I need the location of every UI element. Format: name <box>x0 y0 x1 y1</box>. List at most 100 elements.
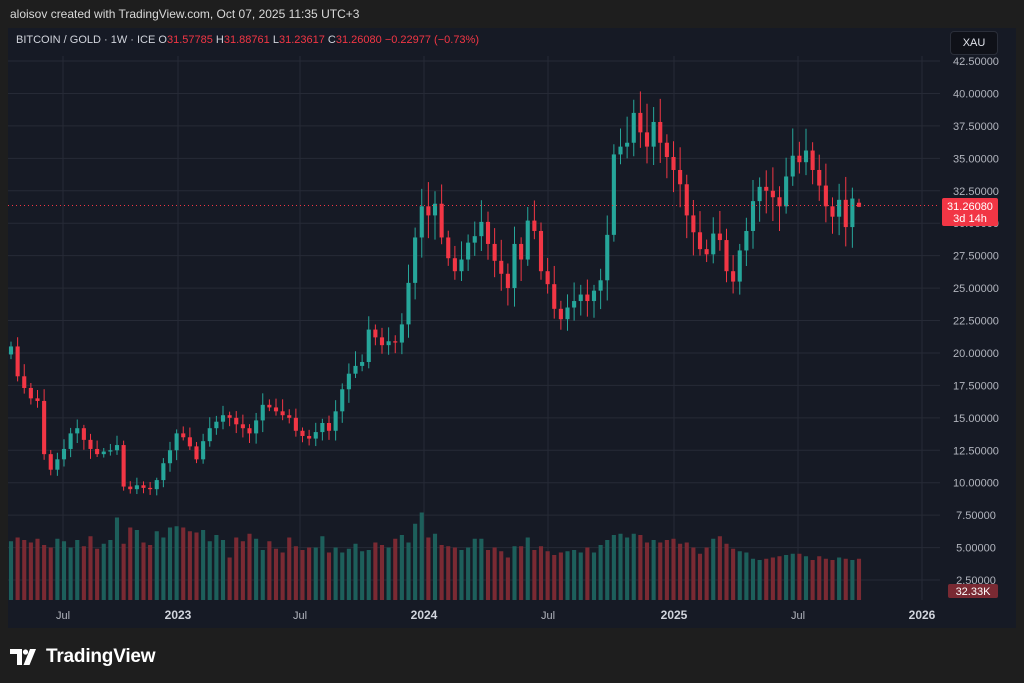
candle <box>598 268 603 310</box>
candle <box>572 282 577 321</box>
price-tick-label: 40.00000 <box>953 88 999 100</box>
candle-body <box>552 284 557 309</box>
volume-bar <box>697 553 703 600</box>
candles <box>8 91 862 496</box>
price-tick-label: 10.00000 <box>953 478 999 490</box>
candle <box>757 177 762 222</box>
candle-body <box>247 428 252 434</box>
volume-bar <box>15 537 20 600</box>
candle-body <box>770 190 775 198</box>
candle <box>823 163 828 223</box>
candle <box>737 243 742 295</box>
candle <box>830 197 835 234</box>
volume-bar <box>625 537 630 600</box>
time-tick-label: 2024 <box>411 608 438 622</box>
candle-body <box>379 337 385 346</box>
candle-body <box>803 150 809 163</box>
candle-body <box>472 236 477 243</box>
volume-bar <box>61 541 67 600</box>
time-tick-label: Jul <box>791 610 805 622</box>
volume-bar <box>406 542 411 600</box>
volume-bar <box>658 542 663 600</box>
candle <box>167 441 173 472</box>
volume-bar <box>512 546 517 600</box>
candle-body <box>452 258 457 272</box>
candle <box>22 364 27 394</box>
volume-bar <box>293 546 298 600</box>
volume-bar <box>101 543 106 600</box>
candle-body <box>850 198 855 228</box>
candle-body <box>81 428 86 440</box>
candle <box>254 412 259 444</box>
candle-body <box>731 271 736 282</box>
candle-body <box>479 221 484 237</box>
volume-bar <box>611 535 616 600</box>
candle <box>35 390 40 408</box>
candle-body <box>704 249 709 255</box>
price-tick-label: 20.00000 <box>953 348 999 360</box>
candle-body <box>207 428 212 442</box>
candle <box>174 429 179 461</box>
volume-bar <box>479 538 484 600</box>
candle-body <box>750 201 756 231</box>
volume-bar <box>247 533 252 600</box>
volume-bar <box>558 552 563 600</box>
candle <box>525 207 530 266</box>
candle-body <box>287 415 292 418</box>
volume-bar <box>214 535 219 600</box>
candle <box>843 176 848 247</box>
volume-bar <box>492 547 497 600</box>
candle <box>691 199 696 256</box>
candle <box>75 419 80 444</box>
candle <box>810 142 815 185</box>
volume-bar <box>399 535 404 600</box>
candle <box>161 458 166 488</box>
time-tick-label: 2025 <box>661 608 688 622</box>
open-label: O <box>158 34 167 46</box>
candle <box>499 239 504 291</box>
candle-body <box>744 230 749 251</box>
volume-bar <box>426 537 431 600</box>
candle <box>399 313 404 355</box>
price-tick-label: 27.50000 <box>953 251 999 263</box>
volume-bar <box>856 558 862 600</box>
candle-body <box>658 121 663 143</box>
last-price-value: 31.26080 <box>947 201 993 213</box>
volume-bar <box>48 547 53 600</box>
candle-body <box>757 186 762 202</box>
candle <box>585 279 590 317</box>
symbol-title[interactable]: BITCOIN / GOLD · 1W · ICE <box>16 34 156 46</box>
candle <box>552 265 557 319</box>
candle-body <box>432 203 438 216</box>
candle-body <box>631 112 636 143</box>
candle <box>764 170 769 214</box>
candle <box>770 167 775 222</box>
volume-bar <box>519 546 524 600</box>
candle-body <box>61 448 67 460</box>
price-axis: 42.50000 40.00000 37.50000 35.00000 32.50000… <box>953 56 999 587</box>
candle-body <box>121 445 126 487</box>
candle-body <box>426 206 431 216</box>
volume-bar <box>631 533 636 600</box>
candle-body <box>843 199 848 228</box>
candle-body <box>75 428 80 434</box>
candle <box>101 447 106 458</box>
volume-bar <box>300 550 305 600</box>
candle <box>684 174 689 239</box>
candle-body <box>684 184 689 216</box>
volume-bar <box>128 527 133 600</box>
candle <box>81 424 86 450</box>
compare-symbol-button[interactable]: XAU <box>950 31 998 55</box>
candle-body <box>254 420 259 434</box>
volume-bar <box>830 560 835 600</box>
candle-body <box>638 112 643 133</box>
candle <box>280 399 285 421</box>
volume-bar <box>452 547 457 600</box>
volume-tag: 32.33K <box>948 584 998 598</box>
volume-bar <box>598 545 603 600</box>
volume-bar <box>764 558 769 600</box>
candle-body <box>22 376 27 388</box>
volume-bar <box>201 530 206 600</box>
volume-bar <box>485 550 491 600</box>
